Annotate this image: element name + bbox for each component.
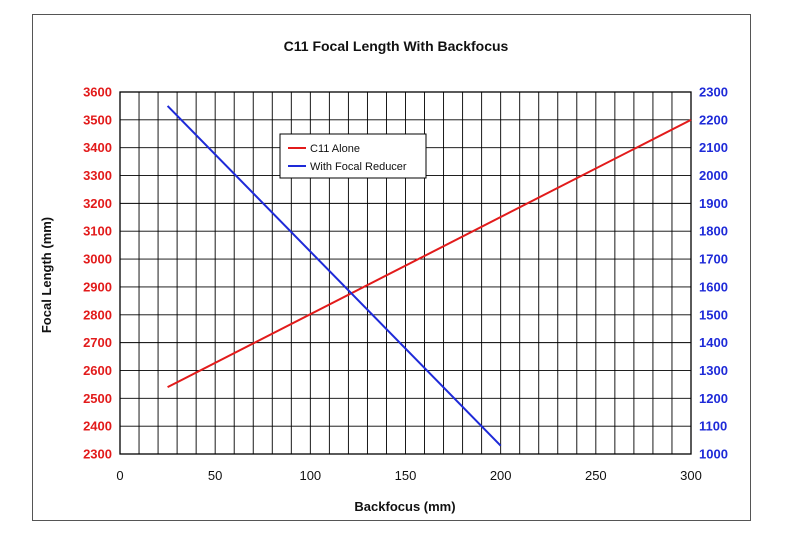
left-axis-ticks: 2300 2400 2500 2600 2700 2800 2900 3000 3100 3200… [83,85,112,462]
right-tick-label: 1700 [699,252,728,267]
right-tick-label: 1900 [699,196,728,211]
x-tick-label: 300 [680,468,702,483]
right-tick-label: 1000 [699,447,728,462]
x-tick-label: 100 [299,468,321,483]
right-tick-label: 1600 [699,279,728,294]
left-tick-label: 2900 [83,279,112,294]
left-tick-label: 2800 [83,307,112,322]
y-axis-label: Focal Length (mm) [39,217,54,333]
chart: C11 Focal Length With Backfocus 2300 2400… [39,38,728,514]
right-tick-label: 1500 [699,307,728,322]
x-tick-label: 150 [395,468,417,483]
x-tick-label: 0 [116,468,123,483]
right-tick-label: 2200 [699,112,728,127]
left-tick-label: 2700 [83,335,112,350]
series-line-c11-alone [167,118,692,389]
legend: C11 Alone With Focal Reducer [279,133,427,179]
legend-label: C11 Alone [310,143,360,155]
left-tick-label: 3600 [83,85,112,100]
left-tick-label: 3100 [83,224,112,239]
left-tick-label: 2400 [83,419,112,434]
right-tick-label: 2100 [699,140,728,155]
x-tick-label: 200 [490,468,512,483]
right-tick-label: 2300 [699,85,728,100]
right-tick-label: 1800 [699,224,728,239]
chart-title: C11 Focal Length With Backfocus [284,38,509,54]
right-tick-label: 1300 [699,363,728,378]
right-tick-label: 1200 [699,391,728,406]
x-axis-ticks: 0 50 100 150 200 250 300 [116,468,701,483]
series-lines [166,105,692,447]
left-tick-label: 3300 [83,168,112,183]
x-tick-label: 250 [585,468,607,483]
left-tick-label: 3500 [83,112,112,127]
right-tick-label: 1100 [699,419,727,434]
left-tick-label: 2600 [83,363,112,378]
x-axis-label: Backfocus (mm) [354,499,455,514]
chart-frame: C11 Focal Length With Backfocus 2300 2400… [32,14,751,521]
left-tick-label: 3400 [83,140,112,155]
left-tick-label: 3200 [83,196,112,211]
right-axis-ticks: 1000 1100 1200 1300 1400 1500 1600 1700 1800 1900… [699,85,728,462]
legend-box [279,133,427,179]
legend-label: With Focal Reducer [310,161,407,173]
left-tick-label: 3000 [83,252,112,267]
left-tick-label: 2500 [83,391,112,406]
x-tick-label: 50 [208,468,222,483]
series-line-with-focal-reducer [166,105,502,447]
right-tick-label: 1400 [699,335,728,350]
left-tick-label: 2300 [83,447,112,462]
right-tick-label: 2000 [699,168,728,183]
